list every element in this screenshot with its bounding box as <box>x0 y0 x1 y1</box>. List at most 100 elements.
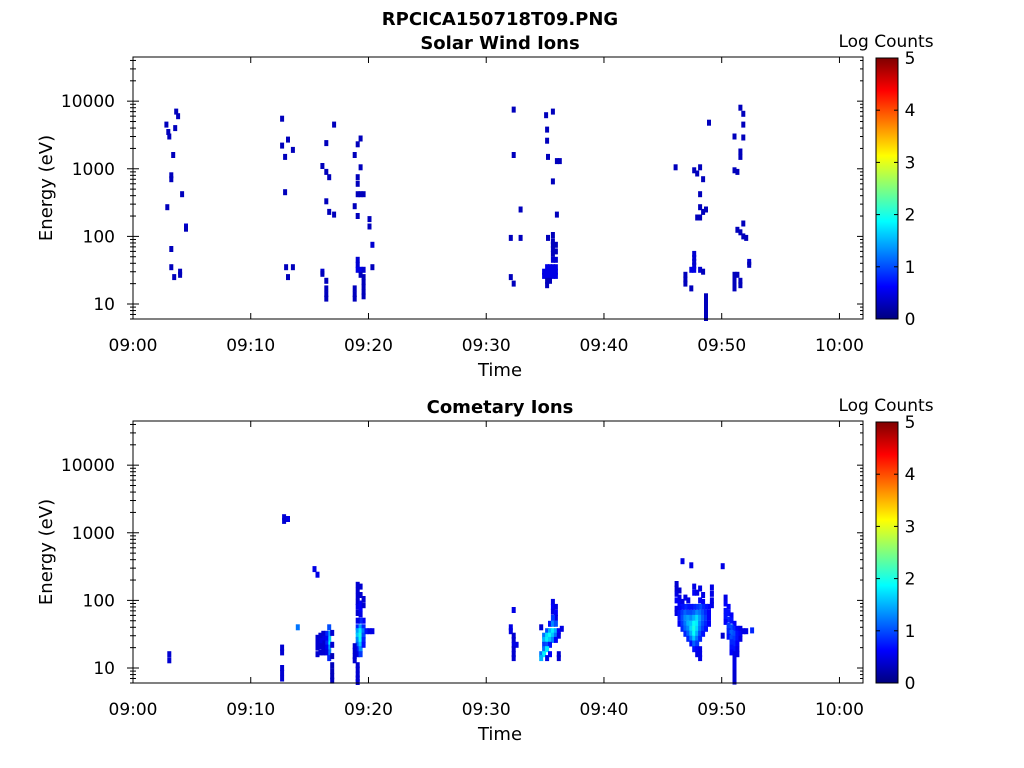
spectrogram-cell <box>550 636 555 643</box>
spectrogram-cell <box>550 632 555 639</box>
spectrogram-cell <box>321 644 326 651</box>
spectrogram-cell <box>171 152 176 158</box>
spectrogram-cell <box>738 148 743 155</box>
spectrogram-cell <box>280 675 285 682</box>
spectrogram-cell <box>701 268 706 275</box>
spectrogram-cell <box>352 647 357 654</box>
colorbar-label: Log Counts <box>838 32 933 52</box>
spectrogram-cell <box>701 614 706 621</box>
spectrogram-cell <box>178 268 183 275</box>
spectrogram-cell <box>692 266 697 273</box>
spectrogram-cell <box>692 635 697 642</box>
spectrogram-cell <box>723 613 728 620</box>
spectrogram-cell <box>553 636 558 643</box>
spectrogram-cell <box>332 121 337 128</box>
spectrogram-cell <box>732 276 737 283</box>
spectrogram-cell <box>553 256 558 263</box>
spectrogram-cell <box>726 622 731 629</box>
spectrogram-cell <box>720 563 725 570</box>
spectrogram-cell <box>324 277 329 284</box>
spectrogram-cell <box>511 152 516 158</box>
panel-title: Cometary Ions <box>427 397 574 418</box>
spectrogram-cell <box>283 189 288 196</box>
plot-frame <box>132 420 864 684</box>
spectrogram-cell <box>557 158 562 165</box>
spectrogram-cell <box>324 291 329 298</box>
spectrogram-cell <box>553 628 558 635</box>
x-axis: 09:00 09:10 09:20 09:30 09:40 09:50 10:00 <box>109 57 864 356</box>
spectrogram-cell <box>695 640 700 647</box>
spectrogram-cell <box>321 649 326 656</box>
spectrogram-cell <box>680 614 685 621</box>
spectrogram-cell <box>741 121 746 128</box>
spectrogram-cell <box>361 641 366 648</box>
spectrogram-cell <box>511 632 516 639</box>
spectrogram-cell <box>683 603 688 610</box>
spectrogram-cell <box>548 641 552 648</box>
spectrogram-cell <box>692 589 697 596</box>
spectrogram-cell <box>550 264 555 271</box>
spectrogram-cell <box>689 266 694 273</box>
y-tick-label: 10 <box>93 295 115 315</box>
spectrogram-cell <box>355 628 360 635</box>
spectrogram-cell <box>514 641 519 648</box>
y-tick-label: 1000 <box>72 524 115 544</box>
spectrogram-cell <box>726 628 731 635</box>
spectrogram-cell <box>355 675 360 682</box>
spectrogram-cell <box>689 630 694 637</box>
spectrogram-cell <box>361 628 366 635</box>
colorbar-tick-label: 4 <box>905 101 916 121</box>
spectrogram-cell <box>674 597 679 604</box>
spectrogram-cell <box>169 246 174 252</box>
spectrogram-cell <box>172 274 177 281</box>
spectrogram-cell <box>364 628 369 635</box>
spectrogram-cell <box>707 614 711 621</box>
spectrogram-cell <box>692 167 697 174</box>
spectrogram-cell <box>508 628 513 635</box>
spectrogram-cell <box>695 635 700 642</box>
spectrogram-cell <box>542 641 547 648</box>
spectrogram-cell <box>361 293 366 300</box>
spectrogram-cell <box>735 640 740 647</box>
spectrogram-cell <box>352 285 357 292</box>
spectrogram-cell <box>744 234 749 241</box>
spectrogram-cell <box>732 640 737 647</box>
spectrogram-cell <box>355 213 360 219</box>
spectrogram-cell <box>352 291 357 298</box>
spectrogram-cell <box>327 208 332 215</box>
spectrogram-cell <box>355 174 360 181</box>
spectrogram-cell <box>169 176 174 183</box>
spectrogram-cell <box>324 644 329 651</box>
spectrogram-cell <box>698 191 703 198</box>
spectrogram-cell <box>735 646 740 653</box>
colorbar-label: Log Counts <box>838 396 933 416</box>
spectrogram-cell <box>324 640 329 647</box>
spectrogram-cell <box>689 285 694 292</box>
figure-title: RPCICA150718T09.PNG <box>382 9 618 30</box>
spectrogram-cell <box>692 250 697 257</box>
spectrogram-cell <box>330 668 335 675</box>
spectrogram-cell <box>677 594 682 601</box>
spectrogram-cell <box>511 106 516 113</box>
spectrogram-cell <box>553 614 558 621</box>
spectrogram-cell <box>518 206 523 213</box>
spectrogram-cell <box>545 277 550 284</box>
colorbar-tick-label: 5 <box>905 49 916 69</box>
x-tick-label: 09:20 <box>344 700 393 720</box>
spectrogram-cell <box>704 610 708 616</box>
spectrogram-cell <box>556 651 561 658</box>
spectrogram-cell <box>698 603 703 610</box>
spectrogram-cell <box>315 651 320 658</box>
spectrogram-cell <box>282 514 287 521</box>
spectrogram-cell <box>744 628 749 635</box>
spectrogram-cell <box>330 653 335 660</box>
spectrogram-cell <box>689 640 694 647</box>
spectrogram-cell <box>367 216 372 223</box>
spectrogram-cell <box>174 108 179 115</box>
spectrogram-cell <box>542 632 547 639</box>
spectrogram-cell <box>556 655 561 662</box>
spectrogram-cell <box>315 634 320 641</box>
spectrogram-cell <box>355 610 360 616</box>
spectrogram-cell <box>683 625 688 632</box>
spectrogram-cell <box>553 272 558 279</box>
